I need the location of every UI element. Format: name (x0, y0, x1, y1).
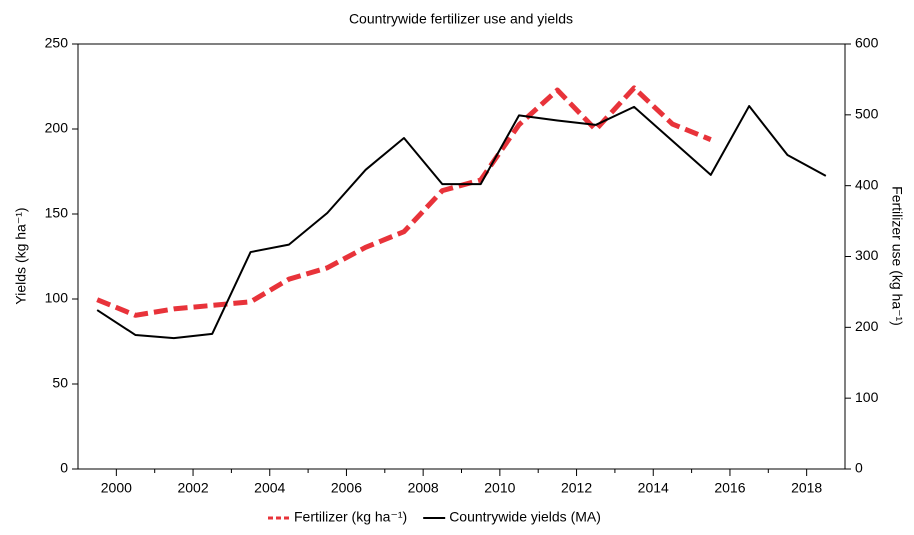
y2-tick-label: 0 (855, 460, 863, 476)
y2-axis-label: Fertilizer use (kg ha⁻¹) (889, 186, 905, 326)
y2-tick-label: 200 (855, 318, 879, 334)
y-tick-label: 200 (45, 120, 69, 136)
y2-tick-label: 300 (855, 247, 879, 263)
x-tick-label: 2012 (561, 480, 592, 496)
series-line (96, 105, 827, 340)
x-tick-label: 2004 (254, 480, 285, 496)
y2-tick-label: 600 (855, 35, 879, 51)
y-tick-label: 0 (60, 460, 68, 476)
x-tick-label: 2014 (638, 480, 669, 496)
y2-tick-label: 400 (855, 176, 879, 192)
plot-frame (77, 43, 846, 470)
x-tick-label: 2008 (408, 480, 439, 496)
chart-title: Countrywide fertilizer use and yields (349, 11, 573, 27)
x-tick-label: 2002 (177, 480, 208, 496)
y-tick-label: 100 (45, 290, 69, 306)
y-tick-label: 150 (45, 205, 69, 221)
x-tick-label: 2016 (714, 480, 745, 496)
series-line (96, 85, 712, 318)
x-tick-label: 2018 (791, 480, 822, 496)
x-tick-label: 2000 (101, 480, 132, 496)
y-axis-label: Yields (kg ha⁻¹) (13, 207, 29, 304)
y-tick-label: 50 (52, 375, 68, 391)
x-tick-label: 2006 (331, 480, 362, 496)
legend-label: Countrywide yields (MA) (449, 509, 601, 525)
legend-label: Fertilizer (kg ha⁻¹) (294, 509, 407, 525)
x-tick-label: 2010 (484, 480, 515, 496)
y2-tick-label: 100 (855, 389, 879, 405)
y-tick-label: 250 (45, 35, 69, 51)
y2-tick-label: 500 (855, 106, 879, 122)
